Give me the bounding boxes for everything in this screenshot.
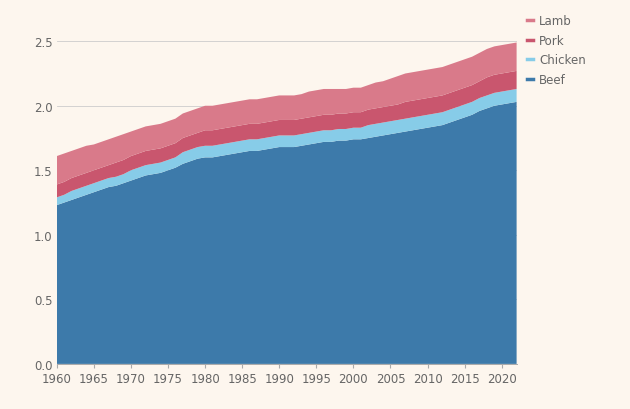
Legend: Lamb, Pork, Chicken, Beef: Lamb, Pork, Chicken, Beef <box>527 15 586 87</box>
